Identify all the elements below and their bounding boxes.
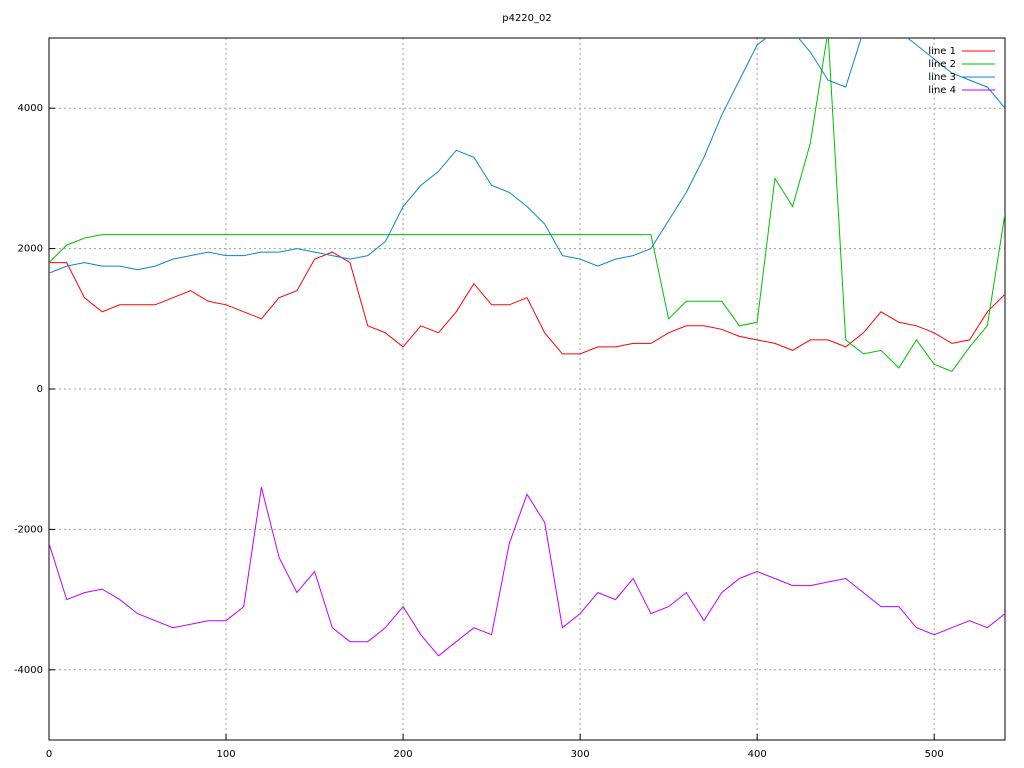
y-tick-label: -4000 xyxy=(14,665,43,676)
legend-label: line 1 xyxy=(928,46,956,57)
series-line xyxy=(49,38,1005,274)
legend-label: line 4 xyxy=(928,85,956,96)
x-tick-label: 200 xyxy=(394,749,413,760)
legend-label: line 3 xyxy=(928,72,956,83)
x-tick-label: 100 xyxy=(216,749,235,760)
plot-border xyxy=(48,37,1006,741)
series-line xyxy=(49,487,1005,657)
y-tick-label: 4000 xyxy=(18,103,43,114)
plot-area xyxy=(49,38,1005,657)
y-tick-label: -2000 xyxy=(14,524,43,535)
series-line xyxy=(49,38,1005,373)
chart-title: p4220_02 xyxy=(502,13,552,24)
y-tick-label: 0 xyxy=(37,384,43,395)
y-tick-label: 2000 xyxy=(18,244,43,255)
x-tick-label: 500 xyxy=(925,749,944,760)
series-line xyxy=(49,251,1005,355)
legend-label: line 2 xyxy=(928,59,956,70)
x-tick-label: 0 xyxy=(46,749,52,760)
x-tick-label: 300 xyxy=(571,749,590,760)
x-tick-label: 400 xyxy=(748,749,767,760)
